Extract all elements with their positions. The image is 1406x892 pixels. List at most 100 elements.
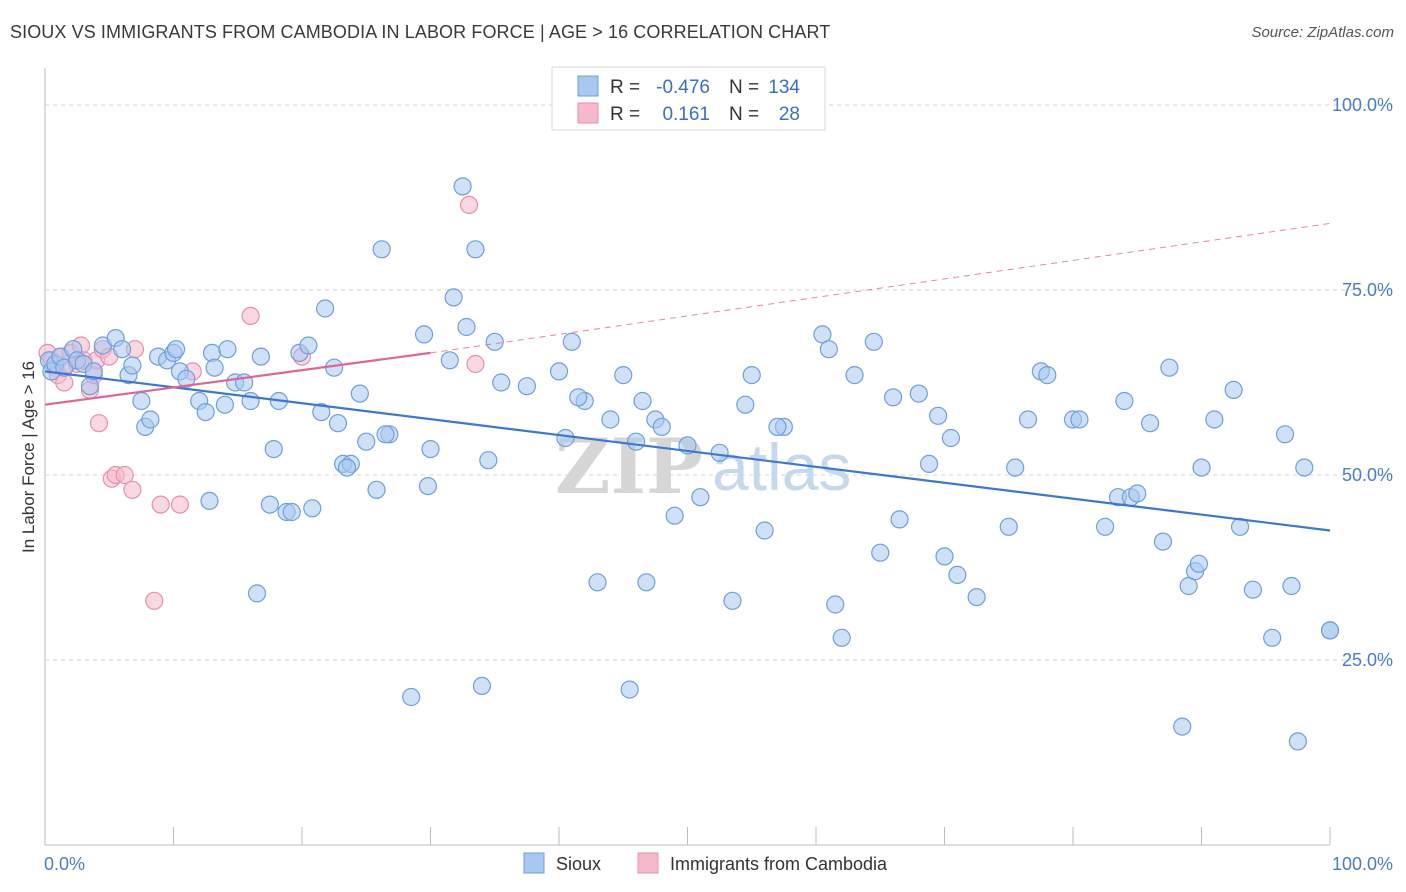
sioux-point — [652, 417, 671, 436]
sioux-point — [569, 388, 588, 407]
sioux-point — [357, 432, 376, 451]
sioux-point — [967, 587, 986, 607]
sioux-point — [1282, 576, 1301, 596]
gridlines — [45, 104, 1392, 661]
sioux-point — [919, 454, 939, 473]
sioux-point — [710, 443, 729, 462]
sioux-point — [845, 366, 864, 385]
sioux-point — [1263, 628, 1282, 647]
y-tick-label: 50.0% — [1342, 465, 1393, 485]
trend-lines — [44, 222, 1331, 532]
cambodia-point — [123, 480, 142, 499]
sioux-point — [303, 499, 322, 518]
sioux-point — [871, 543, 890, 562]
sioux-point — [218, 340, 237, 359]
sioux-point — [928, 406, 948, 425]
sioux-point — [328, 414, 348, 433]
sioux-point — [1320, 621, 1340, 640]
sioux-point — [402, 687, 421, 707]
sioux-point — [299, 336, 318, 355]
sioux-point — [367, 480, 386, 499]
legend-r-value: -0.476 — [656, 77, 710, 98]
sioux-point — [864, 332, 883, 351]
sioux-point — [941, 428, 961, 448]
sioux-point — [556, 428, 575, 448]
sioux-point — [1140, 414, 1160, 433]
sioux-point — [1205, 410, 1224, 429]
cambodia-point — [151, 495, 170, 514]
sioux-point — [312, 403, 331, 422]
sioux-point — [202, 343, 222, 362]
sioux-point — [1018, 410, 1038, 429]
sioux-point — [472, 676, 491, 696]
sioux-point — [418, 477, 438, 496]
bottom-legend-swatch-cambodia — [637, 852, 659, 874]
bottom-legend-label-sioux: Sioux — [556, 854, 601, 874]
sioux-point — [372, 240, 391, 259]
sioux-point — [215, 395, 234, 414]
legend-n-label: N = — [729, 104, 759, 125]
legend-n-value: 134 — [768, 77, 800, 98]
sioux-point — [935, 547, 954, 566]
legend-r-value: 0.161 — [662, 104, 710, 125]
sioux-point — [999, 517, 1018, 536]
sioux-point — [723, 591, 742, 610]
y-tick-label: 100.0% — [1332, 95, 1393, 115]
y-tick-labels: 25.0% 50.0% 75.0% 100.0% — [1332, 95, 1393, 670]
watermark-zip: ZIP — [555, 422, 703, 511]
watermark: ZIP atlas — [555, 422, 851, 511]
sioux-point — [1115, 391, 1134, 411]
cambodia-point — [466, 354, 485, 374]
legend: R = -0.476 N = 134 R = 0.161 N = 28 — [551, 66, 826, 131]
bottom-legend-label-cambodia: Immigrants from Cambodia — [670, 854, 888, 874]
bottom-legend: Sioux Immigrants from Cambodia — [523, 852, 888, 874]
sioux-point — [1153, 532, 1173, 551]
sioux-point — [1038, 366, 1057, 385]
sioux-point — [601, 410, 620, 429]
sioux-point — [626, 432, 646, 451]
series-sioux-points — [39, 177, 1340, 751]
sioux-point — [479, 451, 498, 470]
sioux-point — [414, 325, 434, 344]
cambodia-point — [145, 591, 164, 610]
sioux-point — [247, 584, 267, 603]
sioux-point — [1096, 517, 1115, 536]
sioux-point — [620, 680, 639, 699]
sioux-point — [177, 369, 196, 388]
sioux-point — [112, 340, 132, 359]
sioux-point — [819, 340, 838, 359]
watermark-atlas: atlas — [712, 430, 851, 504]
sioux-point — [166, 340, 186, 359]
sioux-point — [1295, 458, 1314, 477]
sioux-point — [517, 377, 536, 396]
sioux-point — [1160, 358, 1179, 377]
sioux-point — [376, 425, 395, 444]
cambodia-point — [459, 195, 479, 214]
sioux-point — [440, 351, 459, 370]
sioux-point — [665, 506, 684, 525]
cambodia-point — [241, 306, 260, 325]
sioux-point — [485, 332, 504, 351]
sioux-point — [1189, 554, 1209, 573]
sioux-point — [337, 458, 357, 477]
sioux-point — [1243, 580, 1263, 599]
axes — [44, 68, 1331, 846]
sioux-point — [492, 373, 511, 392]
sioux-point — [826, 595, 845, 614]
sioux-point — [260, 495, 279, 514]
cambodia-point — [170, 495, 190, 514]
cambodia-point — [115, 465, 134, 485]
sioux-point — [890, 510, 909, 529]
sioux-point — [444, 288, 463, 307]
sioux-point — [549, 362, 569, 381]
legend-swatch-cambodia — [577, 102, 599, 124]
legend-n-label: N = — [729, 77, 759, 98]
sioux-point — [637, 573, 656, 592]
sioux-point — [1173, 717, 1192, 736]
sioux-point — [196, 403, 215, 422]
x-tick-label: 0.0% — [44, 854, 85, 874]
sioux-point — [736, 395, 755, 414]
sioux-point — [264, 440, 283, 459]
sioux-point — [562, 332, 581, 351]
